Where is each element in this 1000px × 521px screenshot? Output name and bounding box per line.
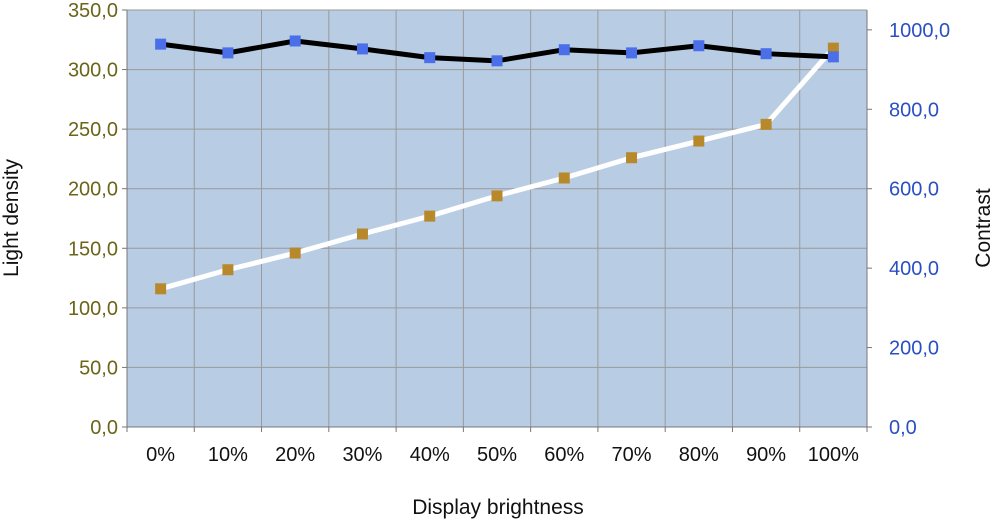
right-tick-label: 1000,0 [889,20,950,42]
series-1-point [827,42,839,54]
left-tick-label: 50,0 [79,357,118,379]
left-tick-label: 250,0 [68,119,118,141]
left-tick-label: 0,0 [90,417,118,439]
x-tick-label: 40% [410,444,450,466]
x-tick-label: 0% [146,444,175,466]
series-2-point [424,52,436,64]
series-2-point [155,38,167,50]
series-1-point [222,264,234,276]
left-tick-label: 200,0 [68,179,118,201]
series-1-point [289,247,301,259]
series-1-point [356,228,368,240]
x-tick-label: 100% [808,444,859,466]
x-tick-label: 20% [275,444,315,466]
left-tick-label: 150,0 [68,238,118,260]
series-2-point [558,44,570,56]
series-2-point [760,48,772,60]
right-tick-label: 800,0 [889,99,939,121]
series-1-point [155,283,167,295]
axes: 0,0 50,0 100,0 150,0 200,0 250,0 300,0 350,0 0,0… [68,0,950,466]
series-1-point [558,172,570,184]
x-tick-label: 90% [746,444,786,466]
series-2-point [626,47,638,59]
plot-area [127,10,867,427]
y-axis-title-left: Light density [0,159,23,277]
x-tick-label: 10% [208,444,248,466]
x-tick-label: 60% [544,444,584,466]
left-tick-label: 300,0 [68,60,118,82]
series-2-point [491,55,503,67]
x-tick-label: 70% [612,444,652,466]
right-tick-label: 0,0 [889,417,917,439]
right-tick-label: 200,0 [889,338,939,360]
right-tick-label: 400,0 [889,258,939,280]
series-1-point [760,118,772,130]
series-2-point [222,47,234,59]
series-1-point [693,135,705,147]
x-tick-label: 30% [342,444,382,466]
series-2-point [356,43,368,55]
series [155,35,839,295]
grid-lines [127,9,867,427]
series-1-point [626,152,638,164]
x-axis-title: Display brightness [412,496,584,519]
y-axis-title-right: Contrast [972,188,995,268]
x-tick-label: 80% [679,444,719,466]
series-1-point [491,190,503,202]
series-2-point [827,51,839,63]
x-tick-label: 50% [477,444,517,466]
series-2-point [289,35,301,47]
left-tick-label: 350,0 [68,0,118,22]
right-tick-label: 600,0 [889,179,939,201]
series-1-point [424,210,436,222]
left-tick-label: 100,0 [68,298,118,320]
series-2-point [693,40,705,52]
